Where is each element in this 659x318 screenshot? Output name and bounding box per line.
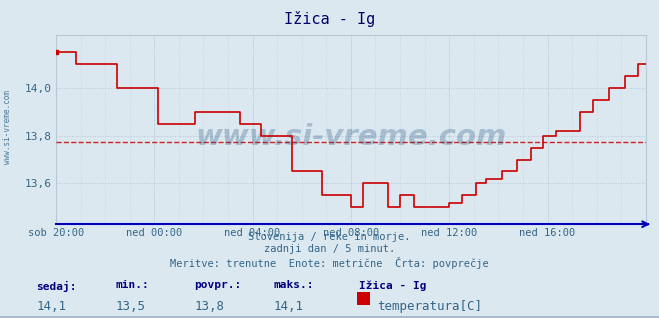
Text: Slovenija / reke in morje.: Slovenija / reke in morje.	[248, 232, 411, 241]
Text: Ižica - Ig: Ižica - Ig	[284, 11, 375, 27]
Text: maks.:: maks.:	[273, 280, 314, 290]
Text: Ižica - Ig: Ižica - Ig	[359, 280, 426, 291]
Text: www.si-vreme.com: www.si-vreme.com	[3, 90, 13, 164]
Text: povpr.:: povpr.:	[194, 280, 242, 290]
Text: zadnji dan / 5 minut.: zadnji dan / 5 minut.	[264, 244, 395, 254]
Text: 14,1: 14,1	[36, 300, 67, 313]
Text: www.si-vreme.com: www.si-vreme.com	[195, 123, 507, 151]
Text: 14,1: 14,1	[273, 300, 304, 313]
Text: sedaj:: sedaj:	[36, 280, 76, 292]
Text: Meritve: trenutne  Enote: metrične  Črta: povprečje: Meritve: trenutne Enote: metrične Črta: …	[170, 257, 489, 269]
Text: min.:: min.:	[115, 280, 149, 290]
Text: 13,8: 13,8	[194, 300, 225, 313]
Text: temperatura[C]: temperatura[C]	[378, 300, 482, 313]
Text: 13,5: 13,5	[115, 300, 146, 313]
